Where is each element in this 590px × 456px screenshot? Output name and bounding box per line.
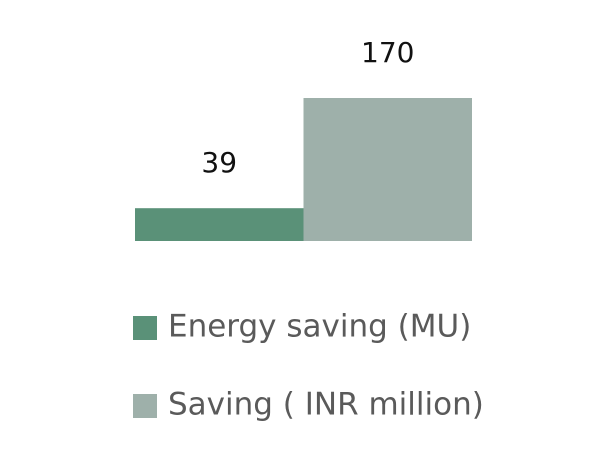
data-label: 39 — [201, 146, 237, 179]
legend-swatch — [133, 394, 157, 418]
data-label: 170 — [361, 36, 414, 69]
bar — [135, 208, 304, 241]
bar — [303, 98, 472, 241]
legend-label: Saving ( INR million) — [168, 387, 484, 423]
legend-swatch — [133, 316, 157, 340]
legend-label: Energy saving (MU) — [168, 309, 471, 345]
